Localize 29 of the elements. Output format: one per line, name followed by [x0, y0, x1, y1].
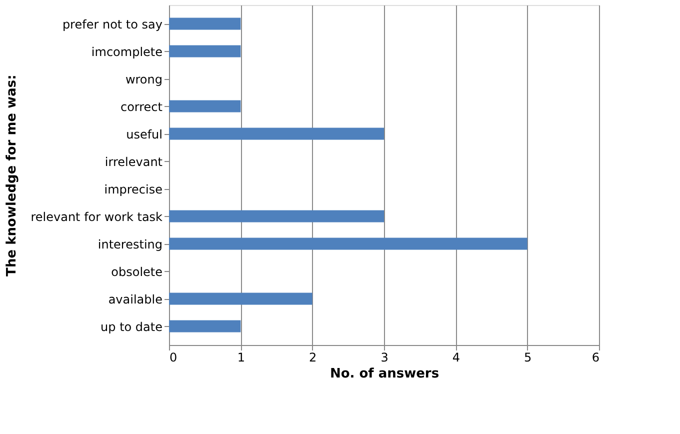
- bar: [169, 45, 241, 58]
- x-tick-label: 6: [592, 350, 600, 364]
- x-axis-title: No. of answers: [330, 366, 440, 382]
- bar: [169, 100, 241, 112]
- bar: [169, 238, 528, 250]
- y-tick-label: useful: [126, 127, 162, 142]
- y-tick-label: wrong: [125, 72, 162, 86]
- bar: [169, 292, 312, 305]
- x-tick-label: 1: [237, 350, 245, 364]
- x-tick-label: 4: [452, 350, 460, 364]
- x-tick-label: 3: [380, 350, 388, 364]
- y-tick-label: imprecise: [104, 182, 162, 196]
- y-tick-label: up to date: [100, 320, 162, 334]
- y-tick-label: relevant for work task: [30, 210, 163, 224]
- bar: [169, 18, 241, 30]
- x-tick-label: 2: [309, 350, 317, 364]
- y-tick-label: prefer not to say: [62, 17, 162, 32]
- y-tick-label: correct: [120, 100, 163, 114]
- bar: [169, 320, 241, 332]
- y-axis-title: The knowledge for me was:: [4, 74, 20, 276]
- y-tick-label: interesting: [98, 237, 162, 252]
- bar: [169, 128, 384, 140]
- bar: [169, 210, 384, 222]
- y-tick-label: obsolete: [111, 264, 162, 279]
- y-tick-label: irrelevant: [104, 154, 163, 169]
- y-tick-label: imcomplete: [91, 44, 162, 59]
- x-tick-label: 0: [170, 350, 178, 364]
- y-tick-label: available: [108, 292, 162, 306]
- x-tick-label: 5: [524, 350, 532, 364]
